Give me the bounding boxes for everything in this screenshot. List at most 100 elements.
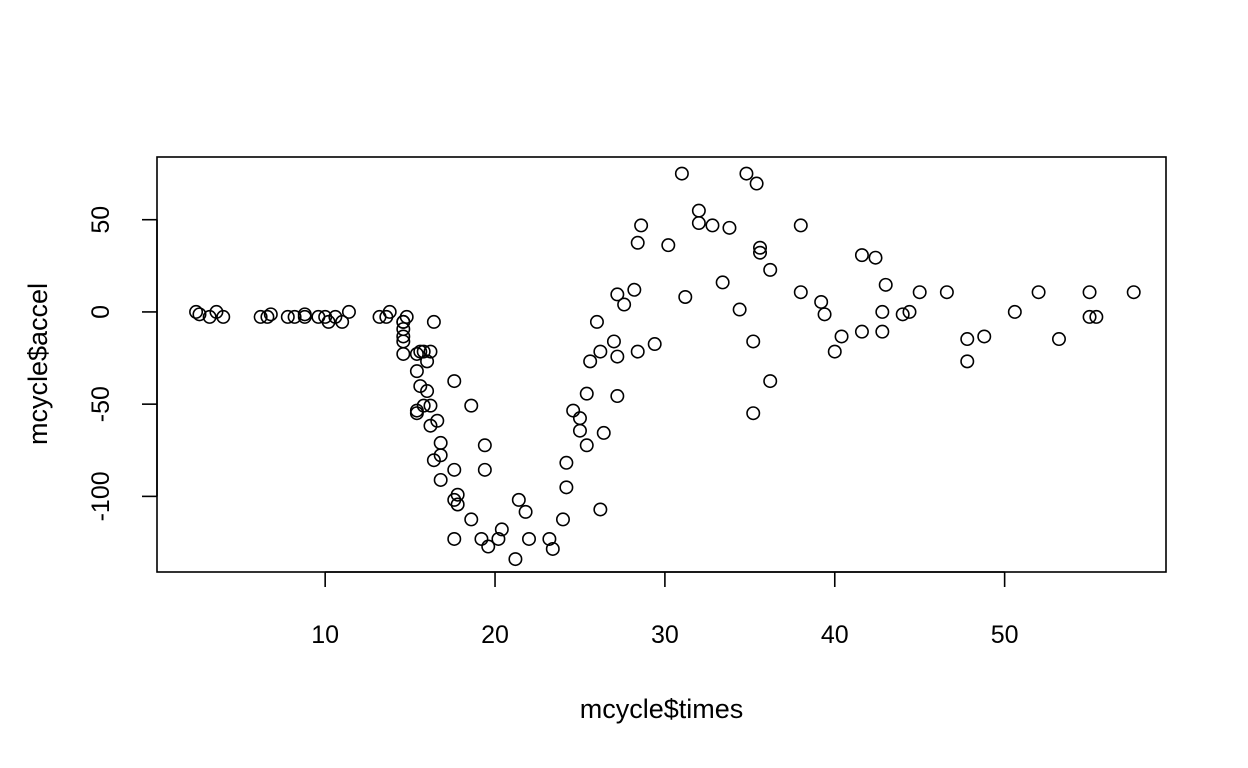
data-point bbox=[630, 235, 645, 250]
data-point bbox=[189, 304, 204, 319]
data-point bbox=[1082, 309, 1097, 324]
data-point bbox=[977, 329, 992, 344]
data-point bbox=[426, 314, 441, 329]
data-point bbox=[192, 307, 207, 322]
data-point bbox=[382, 304, 397, 319]
data-point bbox=[423, 344, 438, 359]
data-point bbox=[287, 309, 302, 324]
data-point bbox=[606, 334, 621, 349]
data-point bbox=[1082, 285, 1097, 300]
x-tick-label: 10 bbox=[311, 621, 339, 649]
data-point bbox=[518, 504, 533, 519]
data-point bbox=[715, 275, 730, 290]
data-point bbox=[396, 322, 411, 337]
data-point bbox=[583, 354, 598, 369]
data-point bbox=[630, 344, 645, 359]
data-point bbox=[464, 398, 479, 413]
data-point bbox=[260, 309, 275, 324]
data-point bbox=[477, 462, 492, 477]
data-point bbox=[263, 307, 278, 322]
data-point bbox=[691, 216, 706, 231]
data-point bbox=[494, 522, 509, 537]
y-tick-label: -100 bbox=[87, 471, 115, 521]
data-point bbox=[566, 403, 581, 418]
data-point bbox=[447, 462, 462, 477]
data-point bbox=[647, 337, 662, 352]
data-point bbox=[960, 332, 975, 347]
data-point bbox=[746, 334, 761, 349]
data-point bbox=[912, 285, 927, 300]
data-point bbox=[753, 240, 768, 255]
data-point bbox=[732, 302, 747, 317]
data-point bbox=[433, 472, 448, 487]
data-point bbox=[610, 349, 625, 364]
data-point bbox=[793, 285, 808, 300]
data-point bbox=[511, 492, 526, 507]
data-point bbox=[280, 309, 295, 324]
data-point bbox=[413, 344, 428, 359]
data-point bbox=[396, 329, 411, 344]
data-point bbox=[430, 413, 445, 428]
data-point bbox=[1089, 309, 1104, 324]
data-point bbox=[464, 512, 479, 527]
data-point bbox=[895, 307, 910, 322]
data-point bbox=[579, 386, 594, 401]
data-point bbox=[763, 374, 778, 389]
data-point bbox=[593, 344, 608, 359]
data-point bbox=[691, 203, 706, 218]
data-point bbox=[960, 354, 975, 369]
data-point bbox=[420, 354, 435, 369]
data-point bbox=[705, 218, 720, 233]
data-point bbox=[868, 250, 883, 265]
data-point bbox=[508, 552, 523, 567]
x-tick-label: 50 bbox=[991, 621, 1019, 649]
data-point bbox=[746, 406, 761, 421]
data-point bbox=[627, 282, 642, 297]
data-point bbox=[474, 531, 489, 546]
data-point bbox=[420, 384, 435, 399]
y-axis-label: mcycle$accel bbox=[23, 283, 53, 445]
data-point bbox=[423, 398, 438, 413]
data-point bbox=[739, 166, 754, 181]
data-point bbox=[253, 309, 268, 324]
data-point bbox=[433, 448, 448, 463]
data-point bbox=[834, 329, 849, 344]
data-point bbox=[854, 324, 869, 339]
y-axis: -100 -50 0 50 bbox=[87, 206, 158, 521]
data-point bbox=[559, 480, 574, 495]
data-point bbox=[753, 245, 768, 260]
x-tick-label: 20 bbox=[481, 621, 509, 649]
data-point bbox=[579, 438, 594, 453]
data-point bbox=[875, 304, 890, 319]
data-point bbox=[617, 297, 632, 312]
data-point bbox=[545, 541, 560, 556]
data-point bbox=[481, 539, 496, 554]
data-point bbox=[216, 309, 231, 324]
data-point bbox=[416, 398, 431, 413]
data-point bbox=[939, 285, 954, 300]
data-point bbox=[596, 425, 611, 440]
data-point bbox=[902, 304, 917, 319]
data-point bbox=[555, 512, 570, 527]
data-point bbox=[827, 344, 842, 359]
data-point bbox=[416, 344, 431, 359]
x-tick-label: 40 bbox=[821, 621, 849, 649]
data-point bbox=[491, 531, 506, 546]
data-point bbox=[593, 502, 608, 517]
data-point bbox=[610, 389, 625, 404]
data-point bbox=[854, 248, 869, 263]
data-point bbox=[409, 364, 424, 379]
data-point bbox=[450, 497, 465, 512]
x-axis: 10 20 30 40 50 bbox=[311, 571, 1019, 649]
data-point bbox=[678, 289, 693, 304]
data-point bbox=[399, 309, 414, 324]
data-point bbox=[542, 531, 557, 546]
data-point bbox=[749, 176, 764, 191]
data-point bbox=[878, 277, 893, 292]
data-point bbox=[661, 238, 676, 253]
data-point bbox=[572, 423, 587, 438]
data-point bbox=[875, 324, 890, 339]
data-point bbox=[1126, 285, 1141, 300]
data-point bbox=[589, 314, 604, 329]
